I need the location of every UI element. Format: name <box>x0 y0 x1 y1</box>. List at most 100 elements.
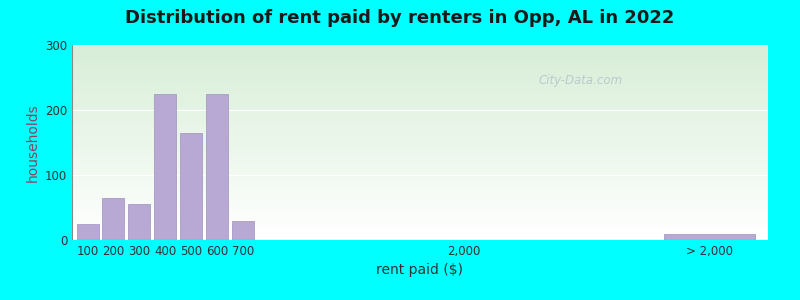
Bar <box>72 180 768 182</box>
Bar <box>72 82 768 84</box>
Bar <box>72 155 768 157</box>
Bar <box>72 230 768 232</box>
Bar <box>72 232 768 233</box>
Bar <box>72 79 768 81</box>
Bar <box>72 219 768 220</box>
Bar <box>72 46 768 48</box>
Bar <box>72 66 768 68</box>
X-axis label: rent paid ($): rent paid ($) <box>377 263 463 278</box>
Bar <box>72 172 768 173</box>
Bar <box>128 204 150 240</box>
Bar <box>72 71 768 73</box>
Bar <box>72 99 768 100</box>
Bar <box>154 94 176 240</box>
Bar <box>72 105 768 107</box>
Bar <box>72 55 768 56</box>
Bar <box>72 206 768 208</box>
Bar <box>72 108 768 110</box>
Bar <box>72 112 768 113</box>
Bar <box>72 94 768 95</box>
Bar <box>72 196 768 198</box>
Bar <box>72 115 768 116</box>
Bar <box>72 133 768 134</box>
Bar <box>72 138 768 139</box>
Bar <box>206 94 228 240</box>
Bar <box>72 204 768 206</box>
Bar <box>72 214 768 216</box>
Bar <box>72 61 768 63</box>
Bar <box>72 217 768 219</box>
Bar <box>102 198 125 240</box>
Bar <box>72 130 768 131</box>
Bar <box>72 81 768 82</box>
Bar <box>72 120 768 122</box>
Bar <box>72 182 768 183</box>
Bar <box>72 123 768 124</box>
Bar <box>72 170 768 172</box>
Bar <box>72 92 768 94</box>
Bar <box>72 235 768 237</box>
Bar <box>72 48 768 50</box>
Bar <box>72 185 768 186</box>
Bar <box>72 224 768 225</box>
Bar <box>232 220 254 240</box>
Y-axis label: households: households <box>26 103 39 182</box>
Bar <box>72 152 768 154</box>
Bar <box>72 100 768 102</box>
Bar <box>72 85 768 87</box>
Bar <box>72 165 768 167</box>
Bar <box>180 133 202 240</box>
Bar <box>72 60 768 61</box>
Bar <box>72 58 768 60</box>
Bar <box>72 52 768 53</box>
Bar <box>72 126 768 128</box>
Bar <box>72 178 768 180</box>
Bar <box>72 229 768 230</box>
Bar <box>72 164 768 165</box>
Bar <box>72 159 768 161</box>
Bar <box>72 68 768 69</box>
Bar <box>72 134 768 136</box>
Bar <box>72 69 768 71</box>
Bar <box>72 157 768 159</box>
Bar <box>72 87 768 89</box>
Bar <box>72 237 768 239</box>
Bar <box>72 118 768 120</box>
Bar <box>72 64 768 66</box>
Bar <box>72 151 768 152</box>
Bar <box>72 136 768 138</box>
Bar <box>664 233 755 240</box>
Bar <box>72 124 768 126</box>
Bar <box>72 227 768 229</box>
Bar <box>72 154 768 155</box>
Bar <box>72 76 768 77</box>
Bar <box>72 110 768 112</box>
Bar <box>72 77 768 79</box>
Bar <box>72 233 768 235</box>
Bar <box>72 186 768 188</box>
Bar <box>72 103 768 105</box>
Bar <box>72 131 768 133</box>
Bar <box>72 50 768 52</box>
Bar <box>72 201 768 202</box>
Bar <box>72 194 768 196</box>
Bar <box>72 144 768 146</box>
Bar <box>72 225 768 227</box>
Bar <box>72 162 768 164</box>
Bar <box>72 91 768 92</box>
Bar <box>72 149 768 151</box>
Bar <box>72 139 768 141</box>
Bar <box>72 102 768 104</box>
Bar <box>72 238 768 240</box>
Bar <box>72 200 768 201</box>
Bar <box>72 116 768 118</box>
Bar <box>72 147 768 149</box>
Bar <box>72 84 768 86</box>
Bar <box>77 224 98 240</box>
Bar <box>72 209 768 211</box>
Bar <box>72 56 768 58</box>
Bar <box>72 211 768 212</box>
Bar <box>72 175 768 177</box>
Bar <box>72 169 768 170</box>
Bar <box>72 45 768 46</box>
